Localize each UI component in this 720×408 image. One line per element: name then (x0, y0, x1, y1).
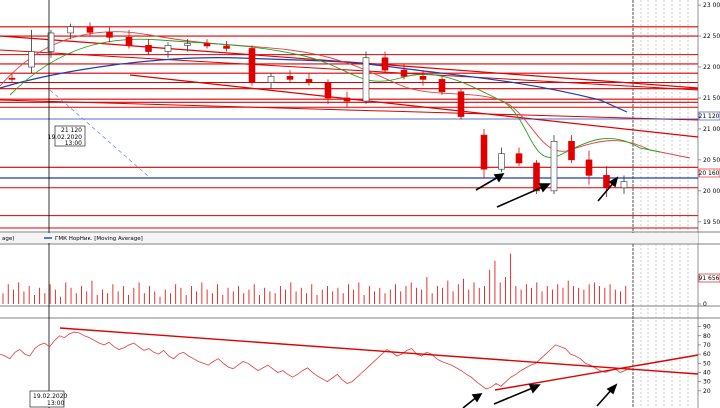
candle-down[interactable] (419, 76, 427, 80)
candle-up[interactable] (28, 51, 35, 68)
annotation-arrows[interactable] (475, 173, 619, 208)
oscillator-arrows[interactable] (462, 383, 618, 408)
oscillator-axis: 90 80 70 60 50 40 30 20 (698, 324, 711, 395)
oscillator-tick-label: 20 (703, 388, 711, 395)
price-tick-label: 23 000 (703, 2, 720, 9)
price-tick-label: 21 500 (703, 95, 720, 102)
price-badge-current-text: 20 160 (699, 170, 720, 177)
candle-down[interactable] (480, 134, 488, 170)
candle-down[interactable] (457, 91, 465, 117)
trendline-lower[interactable] (0, 99, 699, 121)
volume-badge-text: 91 656 (699, 275, 720, 282)
candle-down[interactable] (125, 36, 133, 46)
volume-axis: 150 00100 0050 000 (698, 301, 707, 308)
candle-up[interactable] (620, 181, 628, 189)
volume-tick-label: 0 (703, 301, 707, 308)
moving-average-green[interactable] (9, 38, 661, 158)
price-tick-label: 22 000 (703, 64, 720, 71)
candle-down[interactable] (286, 76, 294, 80)
dashed-trend-blue[interactable] (49, 89, 149, 177)
candle-down[interactable] (381, 57, 389, 71)
candle-down[interactable] (533, 162, 540, 192)
candle-down[interactable] (145, 45, 152, 52)
candle-down[interactable] (223, 45, 230, 49)
price-tick-label: 19 500 (703, 219, 720, 226)
candle-down[interactable] (106, 32, 113, 38)
candle-up[interactable] (267, 76, 275, 83)
candle-up[interactable] (362, 57, 370, 102)
candle-down[interactable] (324, 82, 332, 99)
oscillator-tick-label: 90 (703, 324, 711, 331)
candle-down[interactable] (515, 153, 523, 164)
candle-down[interactable] (438, 79, 446, 93)
legend-partial: age) (2, 236, 14, 242)
tooltip-time: 13:00 (65, 140, 82, 147)
candle-down[interactable] (8, 77, 16, 80)
crosshair-tooltip: 21 120 19.02.2020 13:00 (48, 125, 86, 147)
candle-up[interactable] (498, 153, 505, 170)
candle-down[interactable] (603, 175, 610, 189)
price-badge-upper-text: 21 120 (699, 113, 720, 120)
tooltip-price: 21 120 (61, 127, 82, 134)
candle-up[interactable] (67, 26, 74, 34)
moving-average-blue[interactable] (0, 57, 628, 113)
price-badge-current (698, 168, 720, 178)
oscillator-line[interactable] (0, 331, 631, 390)
candle-down[interactable] (305, 79, 313, 83)
arrow-annotation[interactable] (496, 185, 546, 208)
price-badge-upper (698, 111, 720, 121)
crosshair-time: 13:00 (47, 400, 64, 407)
candle-up[interactable] (184, 43, 191, 46)
trendline-upper-2[interactable] (0, 49, 699, 91)
legend-strip (0, 233, 698, 243)
arrow-annotation[interactable] (493, 386, 536, 405)
candle-down[interactable] (568, 141, 575, 161)
trendline-mid[interactable] (129, 74, 699, 138)
volume-panel[interactable] (0, 244, 698, 306)
candle-down[interactable] (86, 26, 94, 33)
oscillator-trendline-down[interactable] (59, 327, 699, 375)
candle-up[interactable] (47, 32, 55, 52)
candle-up[interactable] (550, 141, 558, 192)
crosshair-date: 19.02.2020 (33, 393, 68, 400)
price-tick-label: 20 500 (703, 157, 720, 164)
volume-bars[interactable] (2, 253, 627, 304)
price-tick-label: 20 000 (703, 188, 720, 195)
candles[interactable] (8, 22, 628, 198)
oscillator-tick-label: 40 (703, 369, 711, 376)
legend-ma-label: ГМК НорНик. [Moving Average] (55, 236, 143, 242)
price-panel[interactable] (0, 0, 698, 232)
price-tick-label: 22 500 (703, 33, 720, 40)
volume-badge (698, 273, 720, 283)
tooltip-date: 19.02.2020 (48, 134, 83, 141)
oscillator-tick-label: 70 (703, 342, 711, 349)
candle-down[interactable] (400, 69, 408, 77)
candle-down[interactable] (248, 48, 256, 83)
oscillator-tick-label: 50 (703, 360, 711, 367)
candle-down[interactable] (203, 43, 211, 47)
crosshair-date-box (29, 390, 65, 408)
price-tick-label: 21 000 (703, 126, 720, 133)
candle-up[interactable] (164, 45, 172, 52)
arrow-annotation[interactable] (475, 175, 501, 191)
candle-down[interactable] (343, 97, 351, 102)
oscillator-tick-label: 60 (703, 351, 711, 358)
oscillator-tick-label: 30 (703, 379, 711, 386)
price-axis: 23 000 22 500 22 000 21 500 21 000 20 500 20 0… (698, 2, 720, 226)
candle-down[interactable] (585, 159, 593, 176)
oscillator-tick-label: 80 (703, 333, 711, 340)
oscillator-trendline-up[interactable] (494, 354, 699, 391)
